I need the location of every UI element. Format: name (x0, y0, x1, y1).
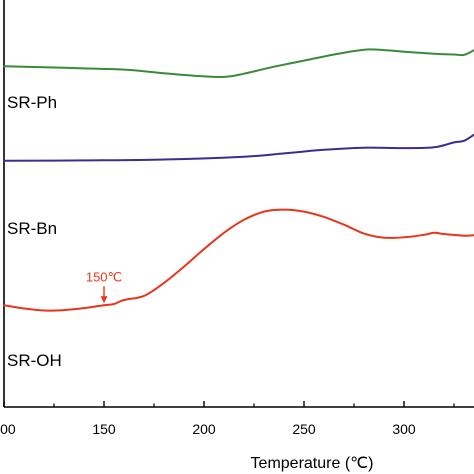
x-tick-label: 300 (392, 421, 416, 437)
annotation-arrow-head (100, 296, 108, 304)
x-ticks: 100 150 200 250 300 (0, 401, 455, 437)
x-tick-label: 100 (0, 421, 16, 437)
series-line-sr-ph (3, 48, 474, 78)
x-axis-title: Temperature (℃) (251, 455, 374, 472)
series-label-sr-ph: SR-Ph (7, 93, 57, 112)
annotations: 150℃ (86, 269, 122, 304)
series-label-sr-oh: SR-OH (7, 351, 62, 370)
x-tick-label: 200 (192, 421, 216, 437)
series-labels: SR-Ph SR-Bn SR-OH (7, 93, 62, 370)
series-line-sr-bn (3, 133, 474, 162)
annotation-label: 150℃ (86, 269, 122, 284)
axes (3, 0, 474, 408)
series-label-sr-bn: SR-Bn (7, 219, 57, 238)
series-group (3, 48, 474, 312)
x-tick-label: 250 (292, 421, 316, 437)
series-line-sr-oh (3, 208, 474, 312)
x-tick-label: 150 (92, 421, 116, 437)
